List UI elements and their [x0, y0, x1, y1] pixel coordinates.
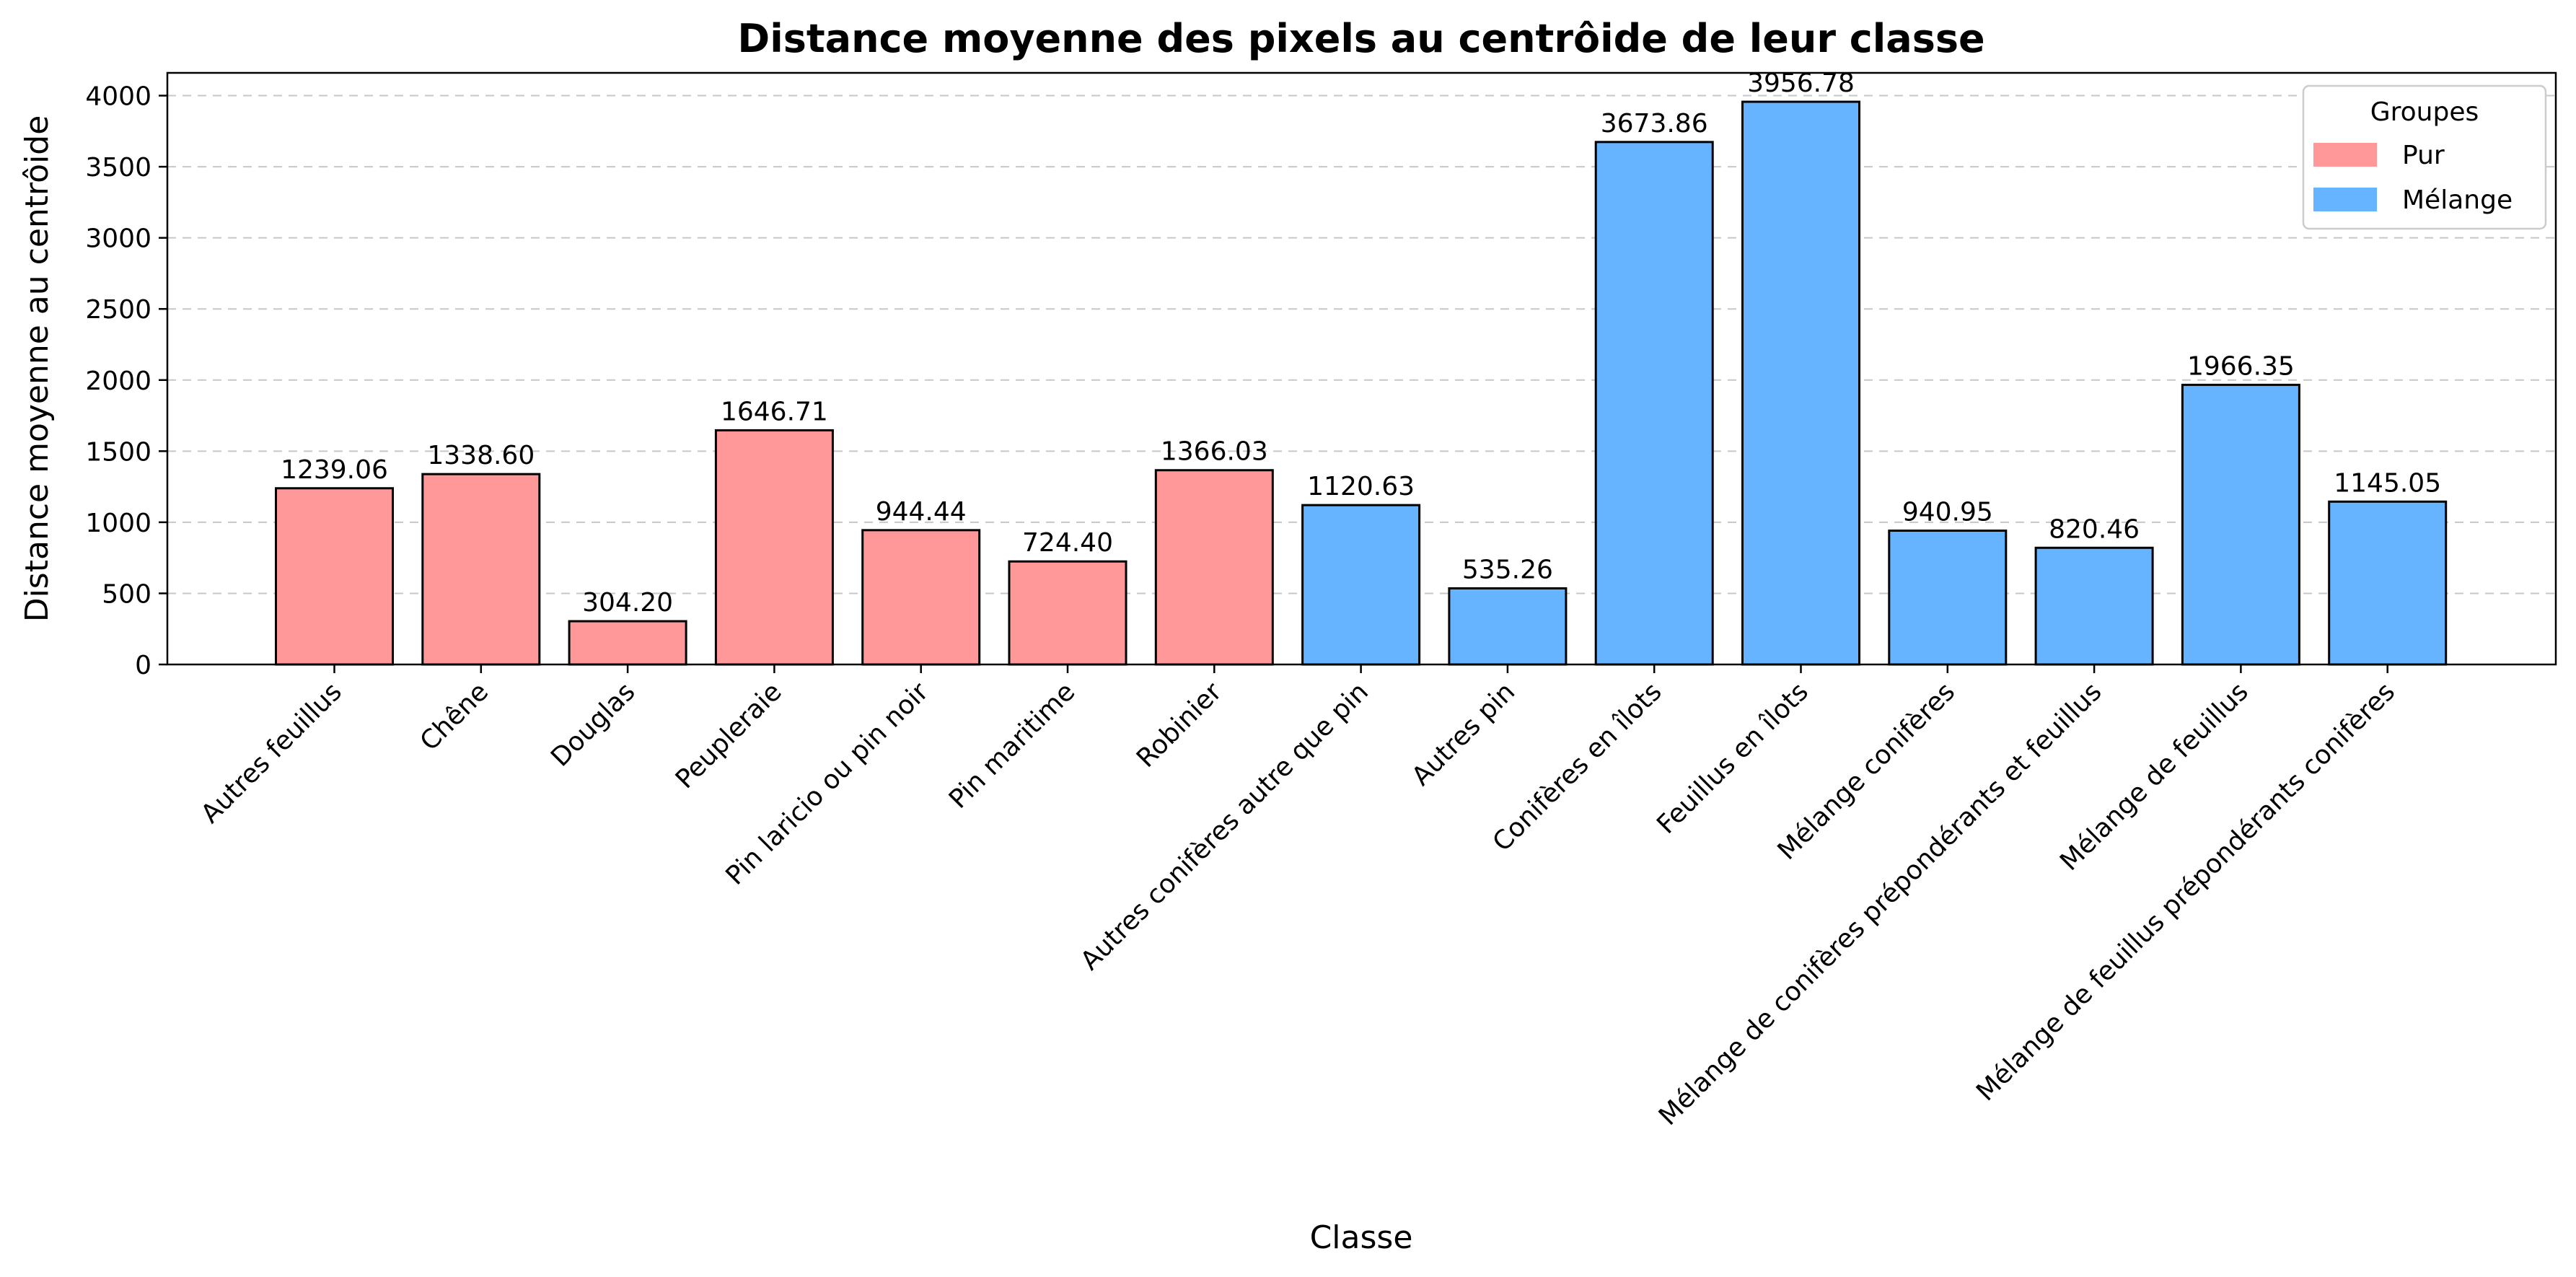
- bar: [2034, 546, 2154, 666]
- legend-swatch-pur: [2313, 143, 2377, 167]
- bar-value-labels: 1239.06 1338.60 304.20 1646.71 944.44 724.40 1…: [281, 69, 2441, 618]
- bar: [1888, 530, 2008, 666]
- y-tick-label: 3500: [85, 153, 151, 183]
- bar-value-label: 724.40: [1022, 528, 1113, 558]
- bar-value-label: 944.44: [876, 497, 967, 527]
- y-tick-label: 1500: [85, 437, 151, 467]
- bar-value-label: 820.46: [2049, 514, 2140, 544]
- bar-value-label: 304.20: [582, 588, 673, 618]
- bar-value-label: 1338.60: [427, 441, 535, 470]
- legend: Groupes Pur Mélange: [2302, 84, 2547, 230]
- bar-value-label: 3673.86: [1601, 109, 1708, 139]
- y-tick-label: 2500: [85, 295, 151, 325]
- bar-value-label: 1145.05: [2334, 468, 2441, 498]
- bar-value-label: 1239.06: [281, 455, 388, 485]
- legend-label-melange: Mélange: [2402, 185, 2513, 215]
- y-axis-label: Distance moyenne au centrôide: [19, 115, 56, 623]
- y-tick-label: 2000: [85, 367, 151, 396]
- bar: [1594, 141, 1714, 666]
- legend-title: Groupes: [2370, 97, 2479, 127]
- bar: [1741, 100, 1860, 666]
- bar: [1448, 587, 1568, 666]
- y-tick-label: 3000: [85, 224, 151, 254]
- bar: [1301, 504, 1421, 666]
- x-axis-label: Classe: [1310, 1219, 1413, 1256]
- bar-value-label: 535.26: [1462, 555, 1553, 584]
- bar: [2181, 383, 2300, 666]
- bar: [861, 529, 981, 666]
- legend-swatch-melange: [2313, 188, 2377, 211]
- bar: [2328, 500, 2448, 666]
- y-tick-label: 1000: [85, 509, 151, 538]
- chart-title: Distance moyenne des pixels au centrôide…: [737, 16, 1984, 61]
- bar: [275, 487, 394, 666]
- y-axis: 0 500 1000 1500 2000 2500 3000 3500 4000: [85, 82, 167, 680]
- bar: [714, 429, 834, 666]
- bar: [568, 620, 687, 666]
- bar: [1154, 469, 1274, 666]
- y-tick-label: 500: [102, 579, 151, 609]
- bar-value-label: 940.95: [1902, 498, 1993, 527]
- y-tick-label: 4000: [85, 82, 151, 112]
- y-tick-label: 0: [135, 651, 151, 680]
- bar-value-label: 1646.71: [721, 397, 828, 426]
- bar-value-label: 1366.03: [1161, 437, 1268, 467]
- bars: [275, 100, 2448, 666]
- legend-label-pur: Pur: [2402, 141, 2445, 170]
- bar-value-label: 1966.35: [2187, 351, 2295, 381]
- bar-value-label: 1120.63: [1307, 472, 1415, 501]
- bar: [1008, 560, 1127, 666]
- bar: [421, 473, 541, 666]
